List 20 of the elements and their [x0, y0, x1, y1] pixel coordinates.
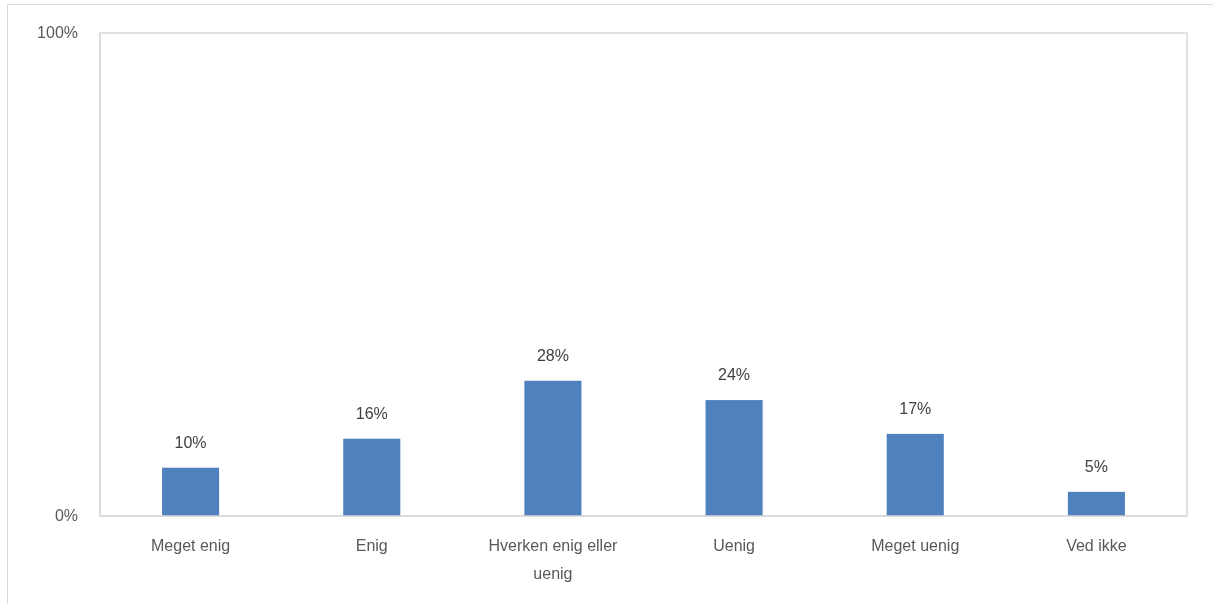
bar — [343, 438, 401, 516]
x-tick-label: Meget enig — [151, 537, 231, 555]
data-label: 10% — [174, 433, 207, 451]
data-label: 24% — [718, 366, 751, 384]
data-label: 16% — [355, 404, 388, 422]
data-label: 5% — [1084, 457, 1108, 475]
y-tick-label: 0% — [54, 507, 78, 525]
x-tick-label: Meget uenig — [871, 537, 960, 555]
bar — [705, 400, 763, 516]
bar — [524, 380, 582, 516]
x-tick-label: Uenig — [713, 537, 755, 555]
x-tick-label: Enig — [355, 537, 388, 555]
bar — [886, 433, 944, 516]
data-label: 28% — [536, 346, 569, 364]
x-tick-label: Hverken enig eller uenig — [488, 537, 619, 583]
y-tick-label: 100% — [37, 24, 78, 42]
data-label: 17% — [899, 399, 932, 417]
x-tick-label: Ved ikke — [1066, 537, 1127, 555]
bar — [162, 467, 220, 516]
bar — [1067, 491, 1125, 516]
